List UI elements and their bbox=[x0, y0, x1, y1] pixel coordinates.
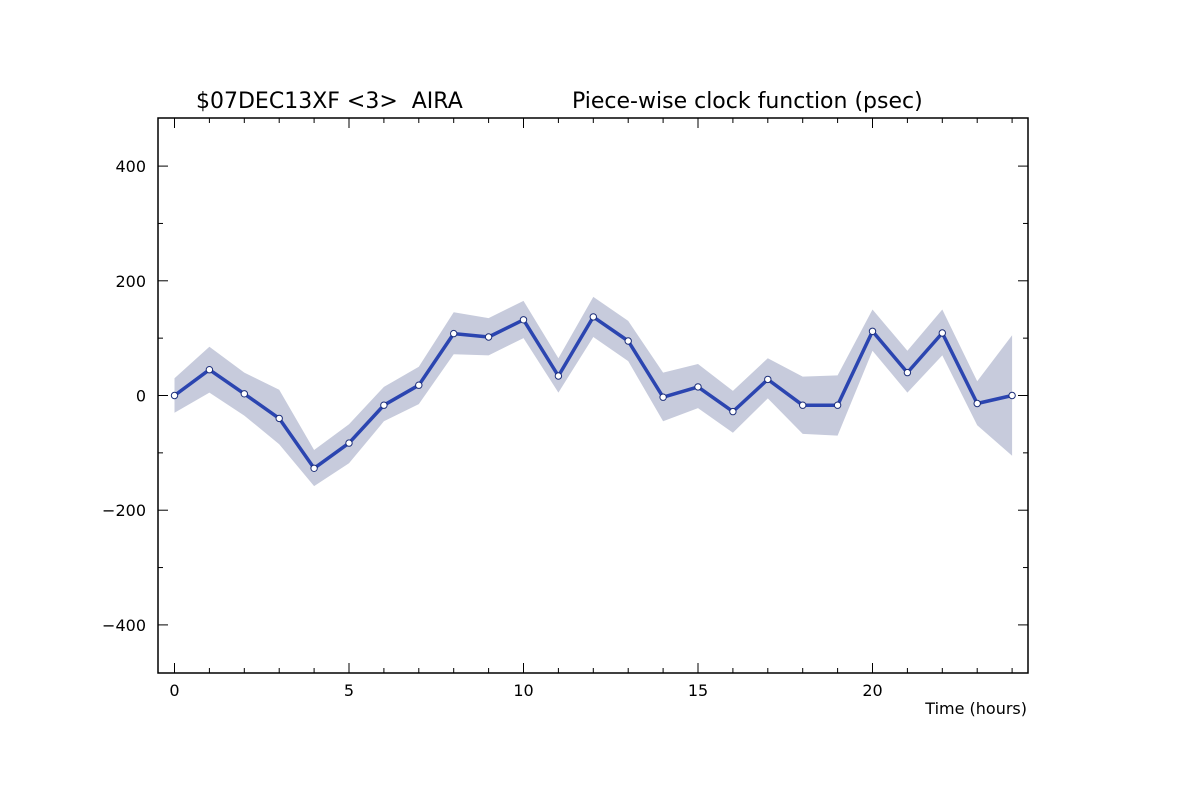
x-tick-label: 15 bbox=[688, 681, 708, 700]
data-point bbox=[868, 327, 877, 335]
data-point bbox=[275, 414, 283, 423]
data-point bbox=[519, 316, 528, 324]
data-point bbox=[310, 464, 318, 472]
data-point bbox=[1008, 391, 1016, 400]
data-point bbox=[938, 329, 946, 337]
data-point bbox=[240, 390, 249, 398]
x-tick-label: 5 bbox=[344, 681, 354, 700]
plot-area: 0 5 10 15 20 −400 −200 0 200 400 bbox=[102, 117, 1029, 700]
data-point bbox=[833, 401, 842, 409]
chart-title-right: Piece-wise clock function (psec) bbox=[572, 89, 923, 114]
data-point bbox=[659, 393, 667, 401]
data-point bbox=[170, 391, 179, 400]
data-point bbox=[694, 383, 702, 391]
x-tick-label: 20 bbox=[862, 681, 882, 700]
data-point bbox=[380, 401, 388, 409]
y-tick-label: −400 bbox=[102, 616, 146, 635]
data-point bbox=[729, 407, 737, 416]
chart-title-left: $07DEC13XF <3> AIRA bbox=[196, 89, 463, 114]
data-point bbox=[450, 329, 458, 338]
y-tick-label: 400 bbox=[115, 157, 146, 176]
y-tick-label: −200 bbox=[102, 501, 146, 520]
y-tick-label: 200 bbox=[115, 272, 146, 291]
data-point bbox=[973, 399, 981, 408]
data-point bbox=[624, 337, 632, 345]
x-axis-label: Time (hours) bbox=[924, 699, 1027, 718]
y-tick-label: 0 bbox=[136, 387, 146, 406]
x-tick-label: 10 bbox=[513, 681, 533, 700]
data-point bbox=[415, 381, 423, 389]
uncertainty-band bbox=[174, 296, 1013, 487]
plot-frame bbox=[157, 117, 1029, 674]
data-point bbox=[345, 439, 353, 447]
data-point bbox=[799, 401, 807, 409]
data-point bbox=[764, 375, 772, 384]
data-point bbox=[205, 366, 214, 374]
data-point bbox=[903, 368, 912, 377]
data-point bbox=[484, 333, 493, 341]
x-tick-label: 0 bbox=[169, 681, 179, 700]
data-point bbox=[589, 313, 597, 321]
data-point bbox=[554, 372, 563, 380]
